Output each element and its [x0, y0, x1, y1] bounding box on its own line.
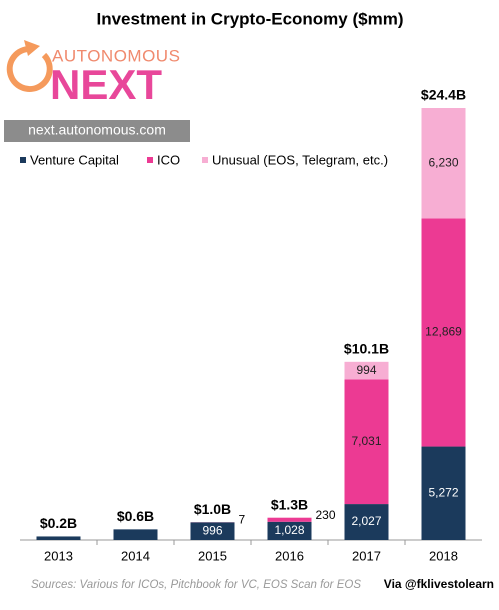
bar-segment — [267, 517, 312, 522]
x-tick-label: 2013 — [44, 548, 73, 563]
logo: AUTONOMOUS NEXT next.autonomous.com — [4, 40, 190, 142]
legend-label: Venture Capital — [30, 152, 119, 167]
legend-label: Unusual (EOS, Telegram, etc.) — [212, 152, 388, 167]
credit: Via @fklivestolearn — [384, 577, 494, 591]
x-tick-label: 2015 — [198, 548, 227, 563]
total-label: $24.4B — [421, 87, 466, 103]
chart-title: Investment in Crypto-Economy ($mm) — [97, 9, 404, 28]
logo-arrow-head — [24, 40, 40, 56]
source: Sources: Various for ICOs, Pitchbook for… — [31, 579, 361, 591]
bar-segment — [344, 504, 389, 540]
data-label: 7 — [239, 512, 246, 526]
total-label: $1.0B — [194, 501, 231, 517]
legend-swatch — [20, 157, 26, 163]
bar-segment — [190, 522, 235, 540]
logo-arrow — [6, 45, 53, 92]
total-label: $0.6B — [117, 508, 154, 524]
bar-segment — [113, 529, 158, 540]
total-label: $10.1B — [344, 341, 389, 357]
legend-swatch — [202, 157, 208, 163]
data-label: 12,869 — [425, 325, 462, 339]
bar-segment — [267, 521, 312, 540]
x-tick-label: 2014 — [121, 548, 150, 563]
bar-segment — [421, 446, 466, 540]
logo-main: NEXT — [50, 61, 162, 108]
total-label: $0.2B — [40, 515, 77, 531]
logo-url-box — [4, 120, 190, 142]
data-label: 6,230 — [428, 155, 458, 169]
data-label: 5,272 — [428, 485, 458, 499]
logo-top: AUTONOMOUS — [52, 46, 180, 65]
data-label: 2,027 — [351, 514, 381, 528]
legend-label: ICO — [157, 152, 180, 167]
bar-segment — [36, 536, 81, 540]
data-label: 1,028 — [274, 523, 304, 537]
data-label: 7,031 — [351, 434, 381, 448]
data-label: 994 — [356, 363, 376, 377]
bar-segment — [344, 361, 389, 380]
bar-segment — [421, 218, 466, 447]
logo-url: next.autonomous.com — [28, 122, 166, 138]
legend: Venture Capital ICO Unusual (EOS, Telegram… — [20, 152, 388, 167]
total-label: $1.3B — [271, 496, 308, 512]
x-tick-label: 2018 — [429, 548, 458, 563]
x-tick-label: 2017 — [352, 548, 381, 563]
legend-swatch — [147, 157, 153, 163]
data-label: 996 — [202, 523, 222, 537]
bar-segment — [421, 108, 466, 219]
bar-segment — [344, 379, 389, 505]
x-tick-label: 2016 — [275, 548, 304, 563]
data-label: 230 — [316, 508, 336, 522]
